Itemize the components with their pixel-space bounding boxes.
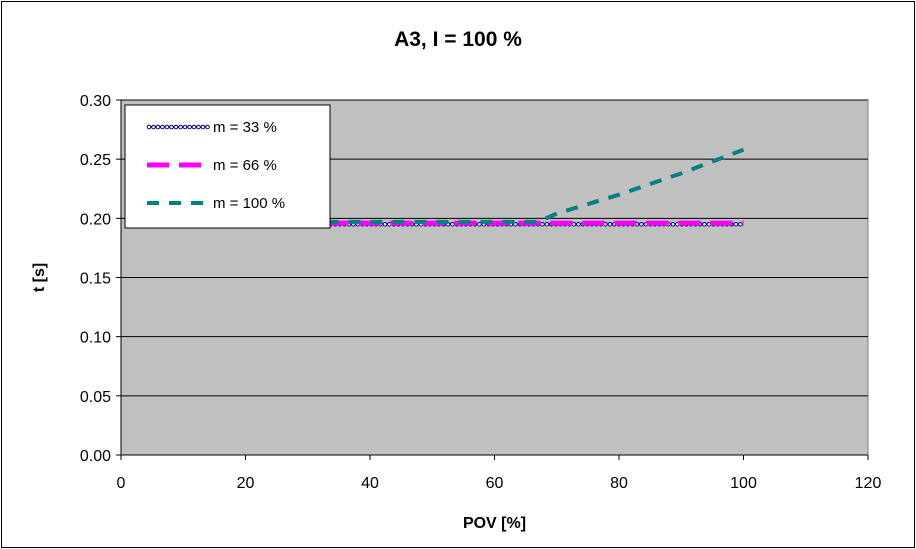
series-point-1	[738, 221, 743, 227]
x-tick-label: 80	[610, 475, 628, 492]
x-tick-label: 100	[730, 475, 757, 492]
series-point-1	[513, 221, 518, 227]
legend-label-1: m = 33 %	[213, 119, 277, 136]
legend-label-3: m = 100 %	[213, 195, 285, 212]
y-tick-label: 0.00	[80, 448, 111, 465]
legend-marker-1	[160, 124, 165, 130]
legend-marker-1	[178, 124, 183, 130]
legend-marker-1	[151, 124, 156, 130]
x-axis-label: POV [%]	[463, 515, 526, 532]
x-tick-label: 0	[117, 475, 126, 492]
series-point-1	[576, 221, 581, 227]
y-tick-label: 0.10	[80, 330, 111, 347]
legend-label-2: m = 66 %	[213, 157, 277, 174]
series-point-1	[607, 221, 613, 227]
x-tick-label: 20	[237, 475, 255, 492]
x-tick-label: 120	[855, 475, 882, 492]
legend-marker-1	[200, 124, 206, 130]
chart-title: A3, I = 100 %	[394, 28, 522, 51]
legend-marker-1	[173, 124, 179, 130]
legend-marker-1	[169, 124, 174, 130]
series-point-1	[571, 221, 577, 227]
legend-marker-1	[205, 124, 210, 130]
series-point-1	[450, 221, 455, 227]
legend-marker-1	[146, 124, 152, 130]
y-axis-label: t [s]	[31, 263, 48, 292]
y-tick-label: 0.15	[80, 271, 111, 288]
series-point-1	[706, 221, 712, 227]
series-point-1	[670, 221, 676, 227]
y-tick-label: 0.25	[80, 152, 111, 169]
series-point-1	[702, 221, 707, 227]
series-point-1	[477, 221, 482, 227]
series-point-1	[544, 221, 550, 227]
legend-marker-1	[155, 124, 161, 130]
x-tick-label: 60	[486, 475, 504, 492]
y-tick-label: 0.30	[80, 93, 111, 110]
y-tick-label: 0.20	[80, 211, 111, 228]
series-point-1	[733, 221, 739, 227]
series-point-1	[639, 221, 644, 227]
legend-marker-1	[196, 124, 201, 130]
series-point-1	[540, 221, 545, 227]
legend-marker-1	[164, 124, 170, 130]
legend-marker-1	[182, 124, 188, 130]
y-tick-label: 0.05	[80, 389, 111, 406]
legend-marker-1	[191, 124, 197, 130]
series-point-1	[382, 221, 388, 227]
series-line-3	[326, 147, 745, 224]
x-tick-label: 40	[361, 475, 379, 492]
legend-marker-1	[187, 124, 192, 130]
